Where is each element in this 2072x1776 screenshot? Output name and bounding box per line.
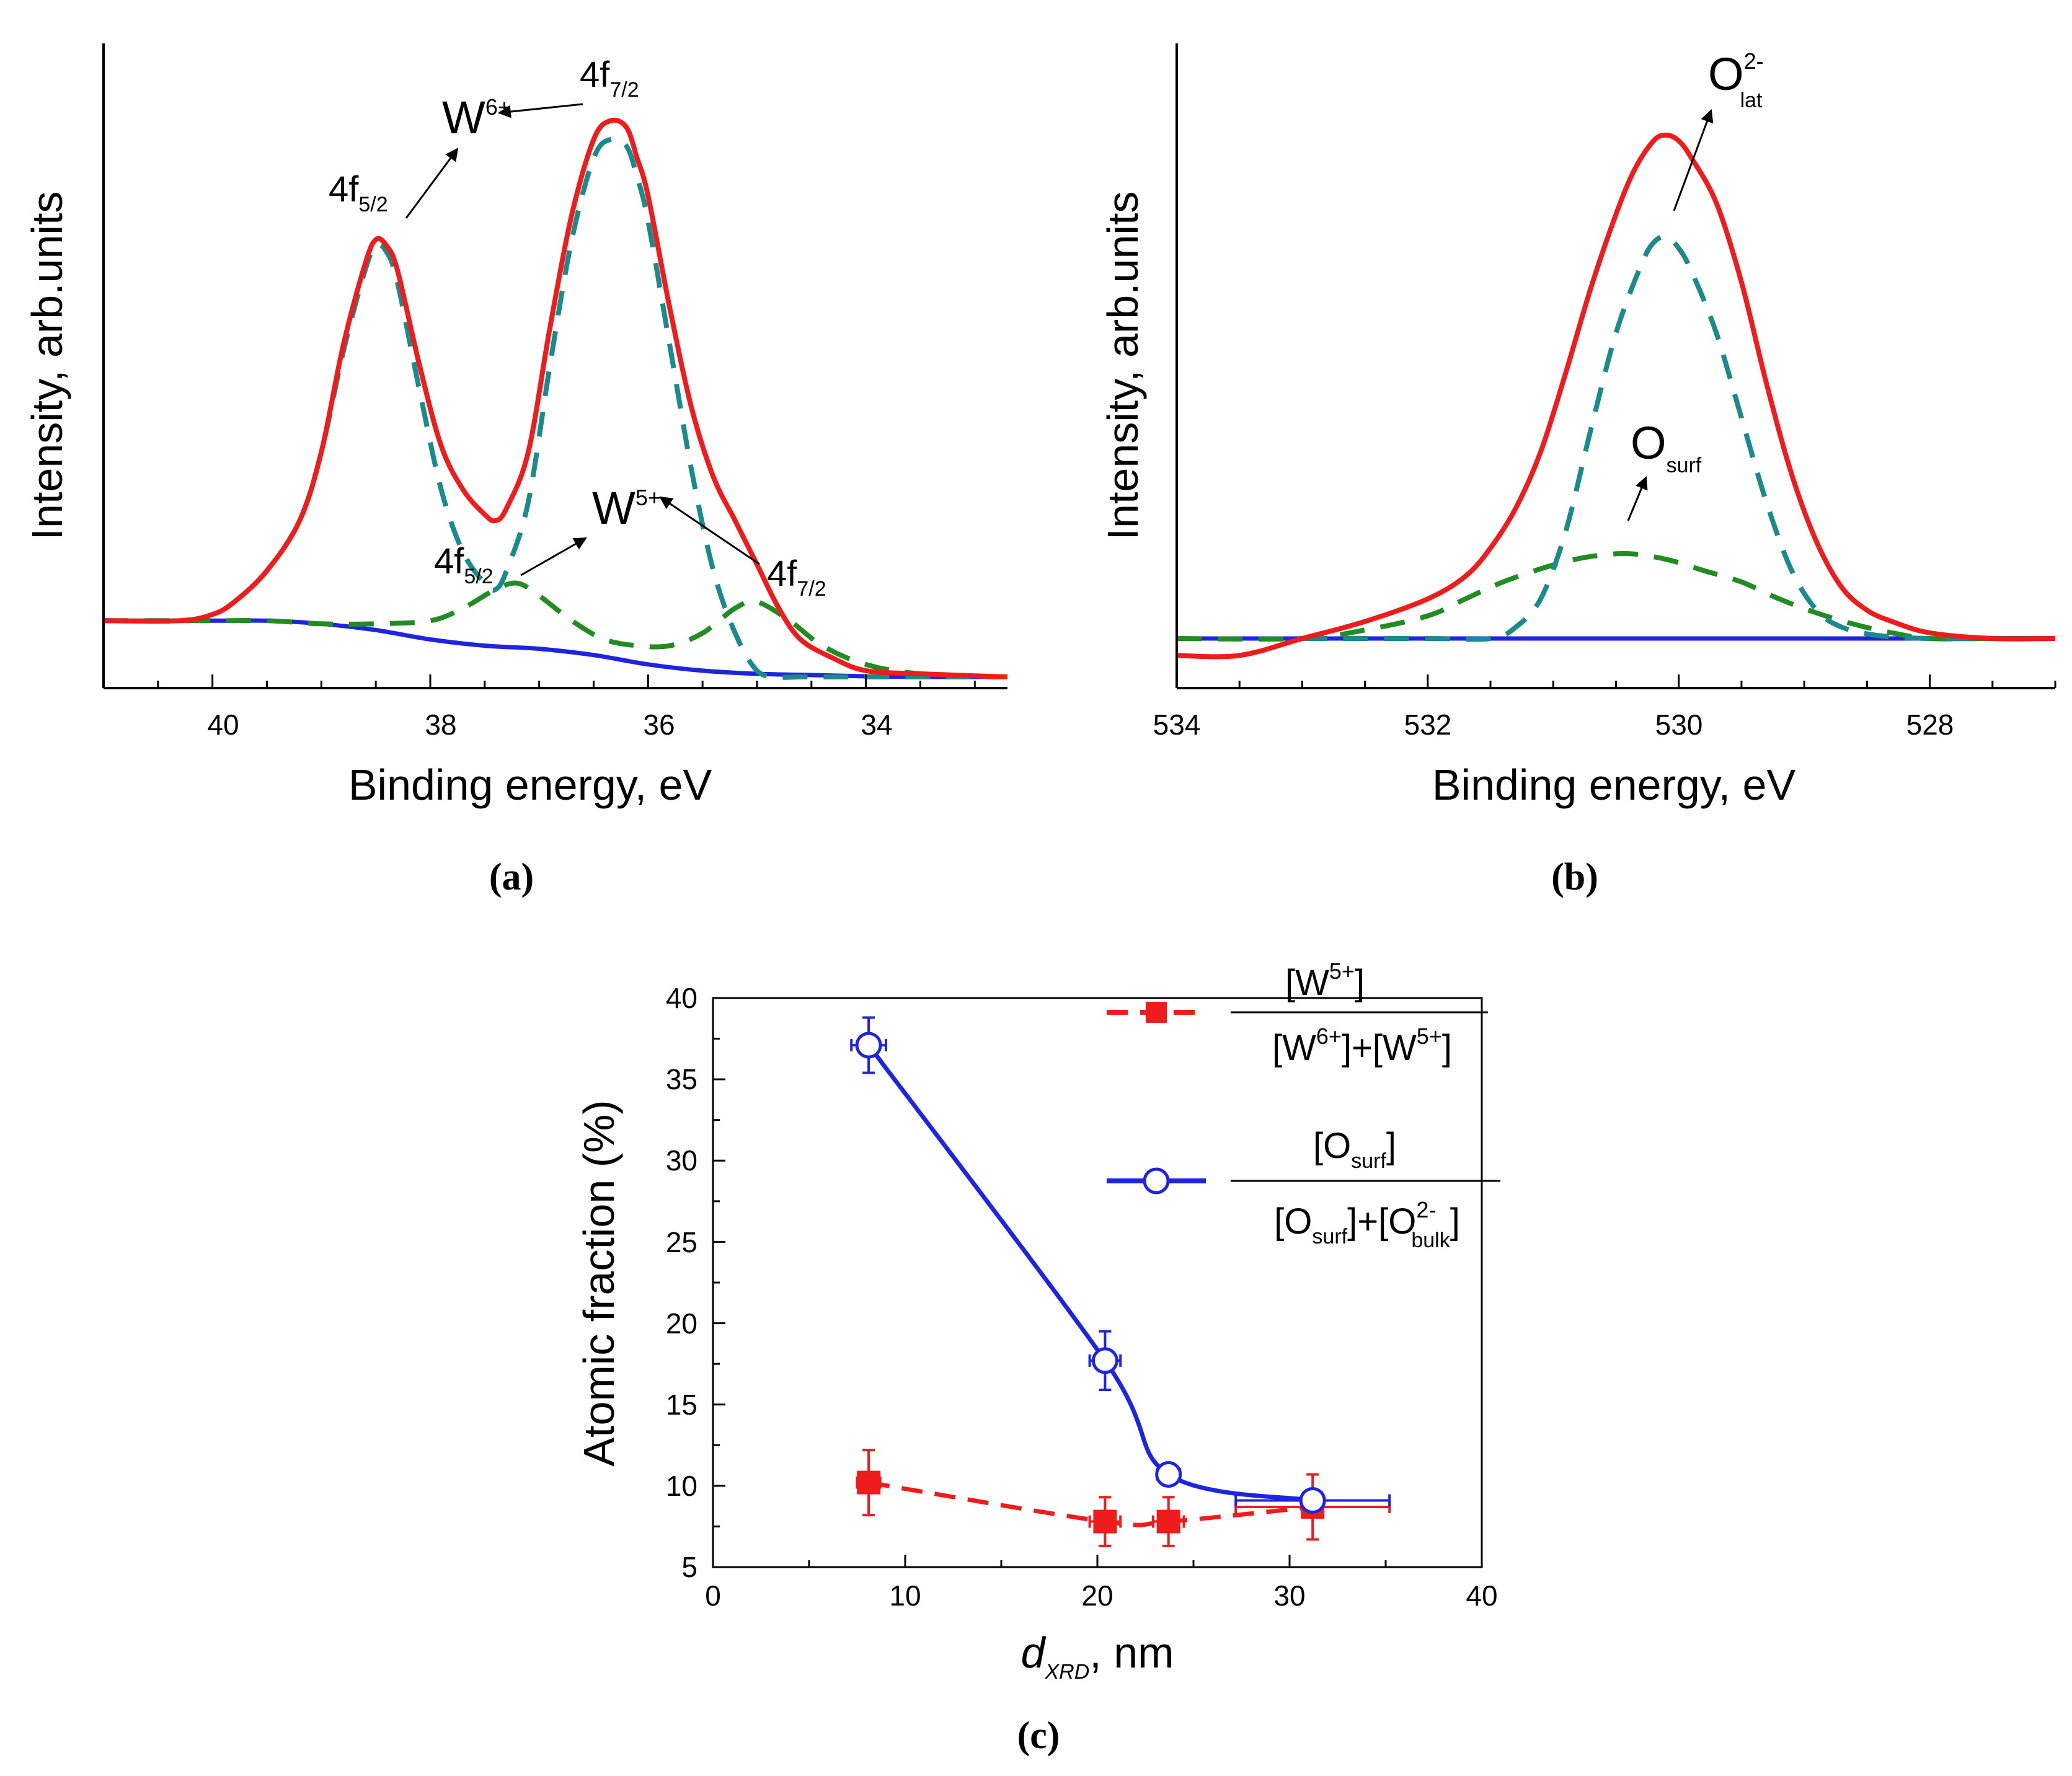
panel-c-xtick-0: 0 — [705, 1579, 721, 1612]
panel-c-label: (c) — [1017, 1715, 1060, 1757]
annotation-arrow — [520, 537, 587, 577]
annotation-o-surface: Osurf — [1631, 417, 1702, 477]
panel-b-series-envelope — [1176, 133, 2056, 660]
panel-c: 0 10 20 30 40 5 10 15 20 25 30 35 40 dXR… — [575, 958, 1500, 1757]
legend-w5-marker — [1146, 1002, 1167, 1023]
panel-b-tick-labels: 534 532 530 528 — [1153, 709, 1954, 741]
panel-c-ytick-20: 20 — [666, 1307, 697, 1340]
panel-a-series-envelope — [103, 117, 1008, 679]
panel-a-y-label: Intensity, arb.units — [23, 192, 71, 541]
panel-c-osurf-point — [855, 1032, 882, 1059]
panel-a-xtick-38: 38 — [425, 709, 456, 741]
panel-c-legend: [W5+] [W6+]+[W5+] [Osurf] [Osurf]+[O2-bu… — [1107, 958, 1500, 1252]
panel-c-line-osurf — [867, 1044, 1313, 1503]
panel-c-w5-point — [857, 1470, 881, 1495]
panel-a-series-w5-component — [103, 580, 1008, 679]
panel-c-line-w5 — [868, 1480, 1313, 1527]
panel-a-xtick-34: 34 — [861, 709, 892, 741]
panel-c-xtick-20: 20 — [1081, 1579, 1113, 1612]
panel-b-y-label: Intensity, arb.units — [1099, 192, 1147, 541]
panel-a-annotations: W6+ 4f7/2 4f5/2 W5+ 4f5/2 4f7/2 — [329, 55, 826, 601]
panel-c-ytick-15: 15 — [666, 1389, 697, 1421]
annotation-w5: W5+ — [592, 482, 661, 534]
panel-a-xtick-40: 40 — [207, 709, 239, 741]
panel-c-y-label: Atomic fraction (%) — [575, 1100, 623, 1466]
legend-osurf-numerator: [Osurf] — [1313, 1126, 1396, 1173]
panel-c-frame — [712, 997, 1483, 1568]
panel-c-ytick-10: 10 — [666, 1470, 697, 1502]
panel-c-ytick-25: 25 — [666, 1226, 697, 1258]
panel-c-ytick-35: 35 — [666, 1063, 697, 1095]
annotation-w5-4f52: 4f5/2 — [434, 541, 494, 588]
panel-c-ytick-40: 40 — [666, 982, 697, 1014]
legend-w5-numerator: [W5+] — [1285, 958, 1365, 1003]
panel-b-ticks — [1175, 674, 2057, 688]
panel-c-plot-area — [850, 1016, 1391, 1547]
panel-a-xtick-36: 36 — [643, 709, 675, 741]
panel-a-ticks — [102, 674, 976, 688]
panel-b-series-o-surface — [1176, 550, 2055, 642]
panel-a-label: (a) — [489, 856, 534, 898]
panel-a-tick-labels: 40 38 36 34 — [207, 709, 892, 741]
panel-b-xtick-534: 534 — [1153, 709, 1201, 741]
panel-c-osurf-point — [1091, 1347, 1118, 1374]
panel-c-ytick-30: 30 — [666, 1144, 697, 1177]
annotation-w6: W6+ — [442, 92, 511, 143]
panel-b-label: (b) — [1551, 856, 1598, 898]
panel-c-x-tick-labels: 0 10 20 30 40 — [705, 1579, 1497, 1612]
panel-b-annotations: O2-lat Osurf — [1627, 48, 1764, 521]
annotation-arrow — [405, 148, 459, 219]
panel-c-ytick-5: 5 — [681, 1551, 697, 1583]
panel-c-w5-point — [1093, 1509, 1117, 1534]
annotation-arrow — [1627, 476, 1648, 521]
annotation-arrow — [1673, 109, 1714, 211]
panel-b-xtick-528: 528 — [1906, 709, 1954, 741]
panel-c-xtick-30: 30 — [1273, 1579, 1305, 1612]
panel-b-plot-area — [1176, 133, 2056, 660]
panel-b-xtick-530: 530 — [1655, 709, 1703, 741]
panel-c-xtick-40: 40 — [1466, 1579, 1497, 1612]
legend-w5-denominator: [W6+]+[W5+] — [1272, 1023, 1452, 1068]
panel-c-osurf-point — [1299, 1487, 1326, 1514]
annotation-w6-4f72: 4f7/2 — [580, 55, 639, 102]
panel-b: 534 532 530 528 Binding energy, eV Inten… — [1099, 43, 2057, 898]
annotation-arrow — [497, 103, 583, 118]
panel-c-osurf-point — [1155, 1460, 1182, 1488]
annotation-arrow — [659, 496, 760, 565]
annotation-w5-4f72: 4f7/2 — [767, 554, 826, 601]
annotation-w6-4f52: 4f5/2 — [329, 169, 388, 216]
annotation-o-lattice: O2-lat — [1708, 48, 1764, 112]
panel-a-plot-area — [103, 117, 1008, 680]
panel-c-w5-point — [1156, 1509, 1180, 1534]
legend-osurf-denominator: [Osurf]+[O2-bulk] — [1274, 1197, 1460, 1252]
legend-osurf-marker — [1143, 1167, 1170, 1195]
panel-b-x-label: Binding energy, eV — [1432, 761, 1796, 809]
panel-b-series-o-lattice — [1302, 234, 2055, 642]
panel-c-x-label: dXRD, nm — [1021, 1628, 1174, 1684]
panel-c-xtick-10: 10 — [889, 1579, 921, 1612]
panel-c-y-tick-labels: 5 10 15 20 25 30 35 40 — [666, 982, 697, 1583]
panel-a-x-label: Binding energy, eV — [348, 761, 712, 809]
panel-a: 40 38 36 34 Binding energy, eV Intensity… — [23, 43, 1008, 898]
panel-b-xtick-532: 532 — [1404, 709, 1452, 741]
panel-c-ticks — [712, 997, 1483, 1568]
